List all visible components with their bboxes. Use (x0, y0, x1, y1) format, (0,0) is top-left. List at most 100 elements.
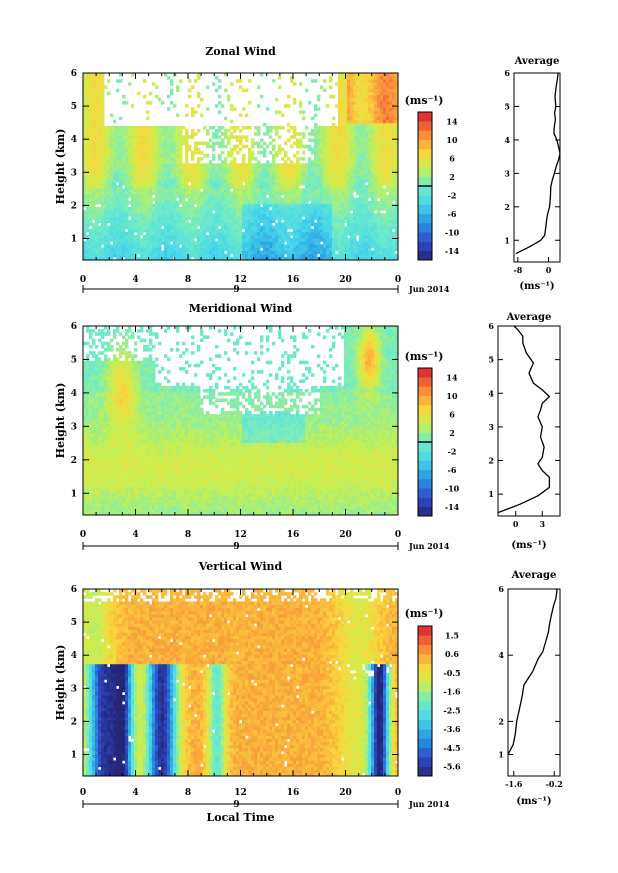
colorbar-tick-label: -14 (445, 246, 460, 256)
profile-x-label: (ms⁻¹) (516, 796, 551, 807)
date-tick-label: 9 (233, 285, 239, 295)
y-tick-label: 2 (71, 717, 77, 727)
profile-y-tick-label: 1 (498, 749, 504, 759)
profile-frame (507, 588, 561, 777)
x-tick-label: 4 (132, 788, 138, 798)
x-tick-label: 20 (339, 788, 352, 798)
y-axis-label: Height (km) (54, 645, 67, 721)
colorbar-unit: (ms⁻¹) (405, 94, 444, 107)
colorbar-tick-label: 6 (449, 409, 455, 419)
x-tick-label: 12 (234, 275, 247, 285)
colorbar-tick-label: -0.5 (443, 668, 460, 678)
profile-title: Average (514, 56, 560, 67)
date-label: Jun 2014 (408, 799, 450, 809)
colorbar-tick-label: 1.5 (445, 630, 459, 640)
x-tick-label: 0 (80, 530, 86, 540)
colorbar-tick-label: -1.6 (443, 687, 461, 697)
y-tick-label: 6 (71, 322, 77, 332)
y-tick-label: 5 (71, 102, 77, 112)
colorbar-unit: (ms⁻¹) (405, 607, 444, 620)
profile-y-tick-label: 4 (498, 650, 504, 660)
colorbar-tick-label: 2 (449, 172, 455, 182)
profile-line (507, 588, 558, 755)
colorbar-tick-label: -14 (445, 502, 460, 512)
profile-y-tick-label: 5 (504, 101, 510, 111)
profile-y-tick-label: 1 (504, 235, 510, 245)
date-tick-label: 9 (233, 542, 239, 552)
profile-x-tick-label: 0 (546, 265, 552, 275)
profile-y-tick-label: 2 (488, 456, 494, 466)
panel-title: Meridional Wind (189, 302, 293, 315)
y-tick-label: 4 (71, 135, 77, 145)
panel-title: Zonal Wind (205, 45, 276, 58)
heatmap-cells (83, 326, 399, 516)
profile-y-tick-label: 6 (504, 68, 510, 78)
y-axis-label: Height (km) (54, 383, 67, 459)
profile-y-tick-label: 4 (504, 135, 510, 145)
colorbar-tick-label: -4.5 (443, 743, 460, 753)
y-tick-label: 3 (71, 684, 77, 694)
colorbar-tick-label: 10 (446, 391, 458, 401)
profile-y-tick-label: 3 (504, 168, 510, 178)
y-tick-label: 2 (71, 201, 77, 211)
y-tick-label: 1 (71, 234, 77, 244)
profile-frame (497, 325, 561, 517)
x-tick-label: 20 (339, 275, 352, 285)
x-tick-label: 8 (185, 530, 191, 540)
x-tick-label: 0 (395, 530, 401, 540)
profile-y-tick-label: 5 (488, 355, 494, 365)
colorbar (417, 625, 433, 777)
x-tick-label: 0 (395, 275, 401, 285)
colorbar-tick-label: -10 (445, 483, 460, 493)
x-tick-label: 12 (234, 788, 247, 798)
y-tick-label: 2 (71, 456, 77, 466)
x-tick-label: 4 (132, 275, 138, 285)
profile-x-label: (ms⁻¹) (519, 281, 554, 292)
x-tick-label: 4 (132, 530, 138, 540)
profile-x-tick-label: -1.6 (505, 779, 523, 789)
profile-y-tick-label: 4 (488, 388, 494, 398)
y-tick-label: 1 (71, 489, 77, 499)
colorbar-tick-label: 2 (449, 428, 455, 438)
y-tick-label: 6 (71, 585, 77, 595)
colorbar-tick-label: 6 (449, 153, 455, 163)
heatmap-cells (83, 589, 399, 777)
date-label: Jun 2014 (408, 284, 450, 294)
y-tick-label: 5 (71, 355, 77, 365)
profile-y-tick-label: 2 (498, 716, 504, 726)
colorbar-tick-label: 0.6 (445, 649, 459, 659)
profile-x-tick-label: -0.2 (546, 779, 563, 789)
y-tick-label: 3 (71, 168, 77, 178)
colorbar-tick-label: -2 (448, 190, 457, 200)
x-tick-label: 8 (185, 788, 191, 798)
colorbar-tick-label: -3.6 (443, 724, 461, 734)
colorbar-tick-label: -6 (448, 465, 457, 475)
y-axis-label: Height (km) (54, 129, 67, 205)
x-tick-label: 20 (339, 530, 352, 540)
x-tick-label: 0 (395, 788, 401, 798)
heatmap-cells (83, 73, 399, 261)
profile-title: Average (506, 312, 552, 323)
x-tick-label: 16 (287, 788, 300, 798)
profile-x-tick-label: 3 (539, 519, 545, 529)
profile-y-tick-label: 1 (488, 489, 494, 499)
colorbar-tick-label: -5.6 (443, 762, 461, 772)
colorbar-tick-label: -2.5 (443, 705, 460, 715)
y-tick-label: 3 (71, 422, 77, 432)
profile-x-tick-label: -8 (513, 265, 522, 275)
y-tick-label: 5 (71, 618, 77, 628)
x-tick-label: 12 (234, 530, 247, 540)
colorbar-tick-label: -10 (445, 227, 460, 237)
profile-y-tick-label: 3 (488, 422, 494, 432)
y-tick-label: 1 (71, 750, 77, 760)
y-tick-label: 4 (71, 651, 77, 661)
x-axis-label: Local Time (207, 811, 275, 824)
profile-y-tick-label: 6 (488, 321, 494, 331)
x-tick-label: 8 (185, 275, 191, 285)
profile-frame (513, 72, 561, 263)
colorbar-tick-label: 14 (446, 116, 458, 126)
colorbar (417, 111, 433, 261)
